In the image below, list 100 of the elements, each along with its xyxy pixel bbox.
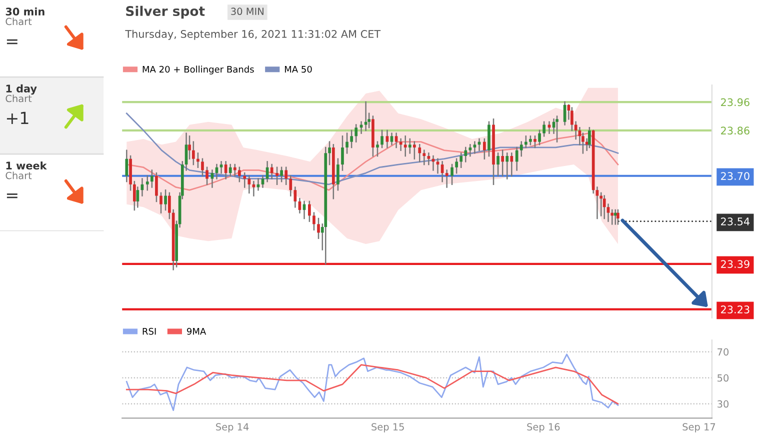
text: 30 MIN: [231, 8, 264, 16]
candlestick: [455, 158, 458, 174]
candlestick: [450, 164, 454, 186]
candlestick: [196, 152, 200, 168]
candlestick: [602, 195, 606, 220]
candlestick: [515, 146, 518, 171]
candlestick: [483, 138, 486, 160]
y-tick-label: 23.39: [721, 260, 750, 268]
candlestick: [350, 130, 353, 148]
candlestick: [418, 144, 422, 162]
candlestick: [354, 124, 358, 142]
candlestick: [206, 166, 208, 186]
candlestick: [317, 218, 320, 239]
candlestick: [238, 166, 241, 182]
candlestick: [341, 136, 344, 171]
candlestick: [289, 175, 292, 196]
x-tick-label: Sep 14: [216, 423, 249, 432]
candlestick: [501, 150, 504, 177]
candlestick: [150, 170, 154, 188]
text: 1 day: [6, 84, 37, 95]
candlestick: [336, 158, 340, 191]
candlestick: [146, 175, 149, 191]
y-tick-label: 50: [718, 374, 729, 382]
line-series: [126, 364, 619, 405]
candlestick: [468, 144, 472, 157]
candlestick: [427, 152, 430, 166]
candlestick: [276, 166, 278, 186]
candlestick: [284, 166, 288, 186]
candlestick: [192, 141, 195, 166]
candlestick: [164, 189, 167, 211]
candlestick: [445, 170, 448, 188]
candlestick: [386, 130, 389, 148]
candlestick: [248, 175, 251, 194]
candlestick: [390, 132, 394, 146]
candlestick: [464, 146, 468, 162]
candlestick: [422, 150, 426, 166]
legend-label: RSI: [142, 328, 156, 335]
y-tick-label: 23.54: [721, 218, 750, 226]
candlestick: [233, 164, 236, 177]
candlestick: [404, 136, 407, 157]
text: =: [6, 193, 18, 198]
candlestick: [136, 186, 140, 208]
text: 1 week: [6, 161, 47, 170]
candlestick: [243, 172, 246, 188]
candlestick: [228, 164, 232, 177]
candlestick: [394, 132, 398, 148]
legend-label: MA 50: [284, 66, 312, 73]
candlestick: [596, 186, 599, 220]
candlestick: [616, 209, 620, 225]
candlestick: [160, 192, 162, 214]
text: +1: [6, 112, 28, 124]
legend-label: MA 20 + Bollinger Bands: [142, 66, 254, 74]
text: Chart: [6, 18, 32, 26]
candlestick: [312, 212, 316, 230]
candlestick: [506, 152, 509, 180]
candlestick: [308, 200, 311, 222]
chart-subtitle: Thursday, September 16, 2021 11:31:02 AM CET: [125, 30, 381, 40]
candlestick: [133, 180, 136, 211]
x-tick-label: Sep 15: [372, 423, 404, 432]
candlestick: [364, 101, 368, 132]
candlestick: [155, 172, 158, 202]
candlestick: [270, 164, 274, 180]
candlestick: [436, 158, 440, 174]
candlestick: [542, 121, 546, 137]
candlestick: [376, 141, 379, 157]
candlestick: [460, 152, 463, 168]
chart-title: Silver spot: [126, 6, 205, 19]
x-tick-label: Sep 16: [527, 423, 560, 432]
candlestick: [380, 130, 384, 148]
candlestick: [510, 152, 514, 177]
candlestick: [556, 116, 558, 142]
text: 30 min: [6, 7, 44, 16]
candlestick: [538, 130, 541, 146]
y-tick-label: 70: [718, 348, 729, 356]
candlestick: [588, 126, 591, 148]
text: Chart: [6, 172, 32, 180]
candlestick: [408, 138, 412, 154]
candlestick: [413, 141, 416, 160]
x-tick-label: Sep 17: [682, 423, 716, 432]
candlestick: [520, 141, 523, 157]
legend-label: 9MA: [187, 328, 206, 335]
candlestick: [496, 152, 500, 177]
candlestick: [346, 132, 348, 154]
y-tick-label: 23.70: [721, 172, 750, 180]
text: Chart: [6, 94, 32, 102]
candlestick: [473, 141, 476, 154]
candlestick: [201, 158, 204, 177]
y-tick-label: 23.86: [721, 126, 750, 135]
candlestick: [280, 166, 283, 182]
candlestick: [524, 136, 528, 148]
text: =: [6, 39, 18, 44]
line-series: [126, 112, 619, 186]
y-tick-label: 30: [718, 400, 729, 408]
candlestick: [188, 136, 191, 160]
candlestick: [220, 161, 223, 174]
candlestick: [261, 175, 264, 188]
candlestick: [534, 136, 536, 148]
y-tick-label: 23.96: [721, 98, 750, 106]
line-series: [126, 354, 619, 412]
candlestick: [125, 150, 128, 182]
